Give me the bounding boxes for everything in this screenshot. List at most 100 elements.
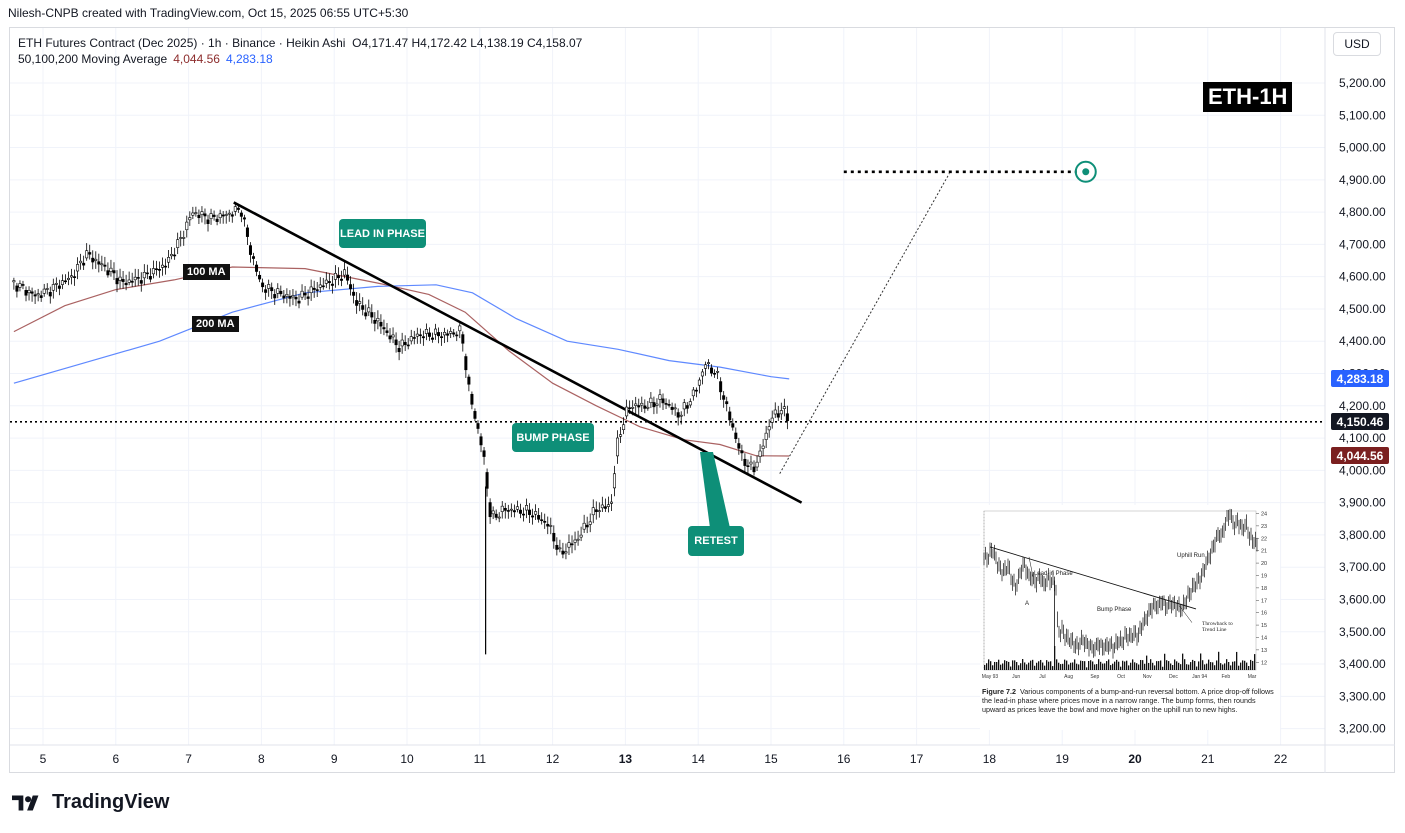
candle-body <box>176 239 180 248</box>
retest-label: RETEST <box>688 526 744 556</box>
candle-body <box>255 264 259 272</box>
x-tick-label: 14 <box>692 752 706 766</box>
inset-point-a: A <box>1025 601 1029 607</box>
ma100-value: 4,044.56 <box>173 52 220 66</box>
x-tick-label: 5 <box>40 752 47 766</box>
candle-body <box>694 389 698 392</box>
candle-body <box>770 417 774 423</box>
y-tick-label: 3,900.00 <box>1339 496 1386 510</box>
candle-body <box>248 245 252 255</box>
candle-body <box>70 275 74 278</box>
inset-throwback-label: Throwback to Trend Line <box>1202 621 1233 633</box>
last-price-tag: 4,150.46 <box>1331 413 1389 430</box>
candle-body <box>130 280 134 283</box>
svg-text:Sep: Sep <box>1090 674 1099 680</box>
y-tick-label: 5,000.00 <box>1339 141 1386 155</box>
trend-annotations <box>10 160 1325 528</box>
candle-body <box>710 367 714 374</box>
candle-body <box>755 461 759 468</box>
candle-body <box>397 347 401 353</box>
candle-body <box>494 513 498 518</box>
candle-body <box>294 296 298 300</box>
candle-body <box>376 318 380 322</box>
tradingview-logo-icon <box>12 794 39 811</box>
candle-body <box>606 504 610 507</box>
candle-body <box>279 290 283 295</box>
candle-body <box>585 524 589 528</box>
candle-body <box>182 237 186 239</box>
candle-body <box>394 339 398 346</box>
candle-body <box>591 507 595 516</box>
x-tick-label: 16 <box>837 752 851 766</box>
y-tick-label: 3,500.00 <box>1339 625 1386 639</box>
currency-button[interactable]: USD <box>1333 32 1381 56</box>
candle-body <box>121 279 125 282</box>
x-tick-label: 6 <box>112 752 119 766</box>
svg-text:Nov: Nov <box>1143 674 1152 680</box>
reference-figure: Lead-in Phase A Bump Phase Uphill Run Th… <box>980 505 1280 730</box>
candle-body <box>455 334 459 337</box>
candle-body <box>616 437 620 457</box>
candle-body <box>488 502 492 518</box>
candle-body <box>118 276 122 281</box>
candle-body <box>267 284 271 289</box>
candle-body <box>634 403 638 406</box>
candle-body <box>367 307 371 313</box>
candle-body <box>300 290 304 298</box>
candle-body <box>48 291 52 297</box>
candle-body <box>452 332 456 335</box>
svg-text:19: 19 <box>1261 573 1267 579</box>
candle-body <box>518 509 522 514</box>
candle-body <box>476 423 480 429</box>
candle-body <box>682 402 686 410</box>
candle-body <box>528 509 532 515</box>
candle-body <box>664 403 668 405</box>
candle-body <box>588 521 592 525</box>
candle-body <box>309 286 313 294</box>
candle-body <box>148 275 152 280</box>
candle-body <box>167 257 171 263</box>
candle-body <box>415 333 419 337</box>
svg-text:24: 24 <box>1261 511 1267 517</box>
candle-body <box>103 264 107 267</box>
candle-body <box>63 280 67 283</box>
candle-body <box>60 280 64 285</box>
candle-body <box>370 312 374 318</box>
candle-body <box>173 254 177 257</box>
candle-body <box>467 376 471 385</box>
svg-text:Aug: Aug <box>1064 674 1073 680</box>
candle-body <box>731 423 735 428</box>
candle-body <box>570 543 574 546</box>
price-axis: 5,200.00 5,100.00 5,000.00 4,900.00 4,800.00… <box>1339 76 1386 736</box>
candle-body <box>427 332 431 337</box>
x-tick-label: 12 <box>546 752 560 766</box>
candle-body <box>270 287 274 292</box>
svg-text:15: 15 <box>1261 623 1267 629</box>
candle-body <box>443 332 447 336</box>
y-tick-label: 3,600.00 <box>1339 592 1386 606</box>
candle-body <box>297 300 301 304</box>
candle-body <box>534 511 538 515</box>
candle-body <box>88 252 92 255</box>
svg-text:17: 17 <box>1261 598 1267 604</box>
candle-body <box>115 278 119 285</box>
candle-body <box>764 432 768 440</box>
candle-body <box>655 403 659 406</box>
candle-body <box>561 550 565 555</box>
candle-body <box>82 262 86 266</box>
svg-text:Mar: Mar <box>1248 674 1257 680</box>
candle-body <box>512 510 516 513</box>
svg-text:Feb: Feb <box>1221 674 1230 680</box>
candle-body <box>224 214 228 216</box>
candle-body <box>521 513 525 516</box>
candle-body <box>491 510 495 515</box>
svg-text:23: 23 <box>1261 524 1267 530</box>
candle-body <box>36 293 40 296</box>
candle-body <box>458 325 462 332</box>
svg-text:20: 20 <box>1261 561 1267 567</box>
candle-body <box>276 288 280 294</box>
candle-body <box>91 257 95 263</box>
candle-body <box>424 328 428 334</box>
candle-body <box>264 289 268 293</box>
candle-body <box>124 282 128 286</box>
